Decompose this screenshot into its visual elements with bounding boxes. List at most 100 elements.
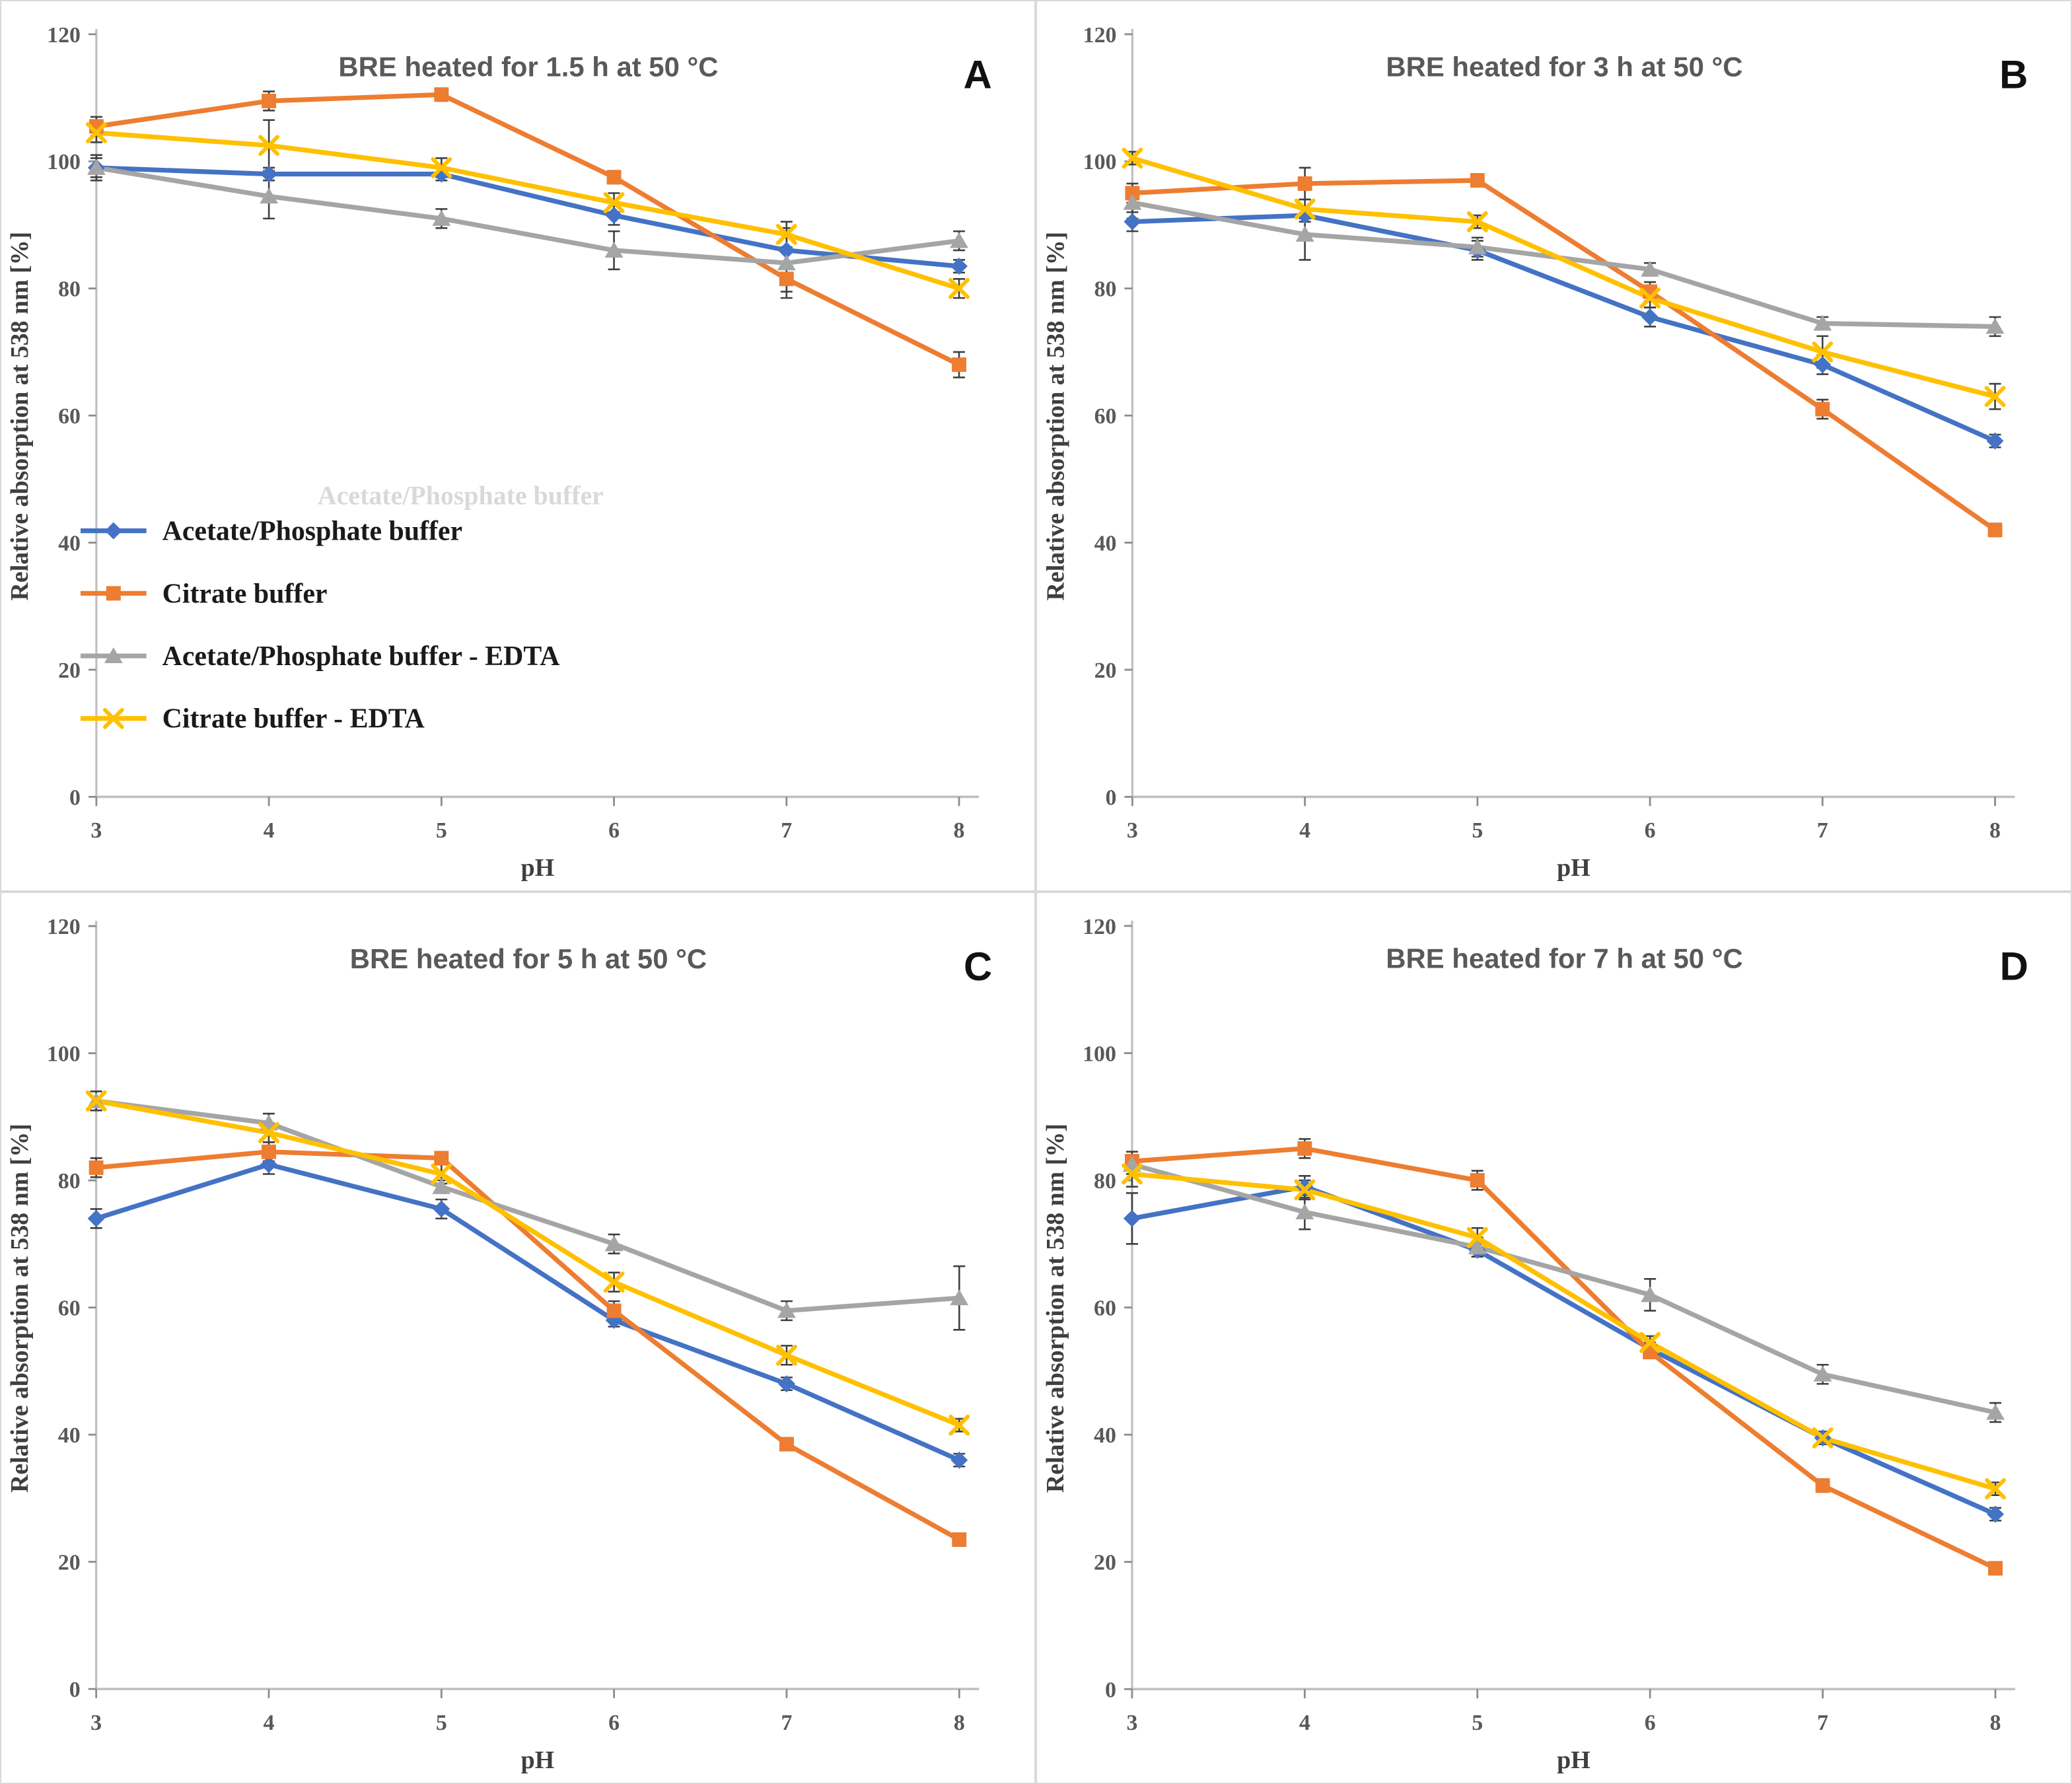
y-tick-label: 60	[1094, 404, 1117, 429]
y-axis-title: Relative absorption at 538 nm [%]	[6, 1124, 34, 1493]
series-marker-x	[1812, 341, 1834, 363]
y-tick-label: 120	[47, 915, 81, 939]
x-tick-label: 6	[608, 818, 620, 843]
x-tick-label: 3	[90, 1711, 102, 1735]
panel-letter: C	[964, 945, 992, 989]
x-tick-label: 5	[1472, 818, 1483, 843]
panel-title: BRE heated for 3 h at 50 °C	[1386, 52, 1742, 83]
panel-title: BRE heated for 1.5 h at 50 °C	[338, 52, 718, 83]
series-marker-triangle	[87, 159, 106, 175]
series-marker-square	[779, 271, 794, 287]
series-line	[1131, 1162, 1996, 1415]
series-marker-x	[603, 192, 625, 213]
x-tick-label: 3	[1127, 818, 1138, 843]
series-marker-triangle	[1295, 1203, 1314, 1220]
y-tick-label: 100	[1083, 150, 1117, 174]
y-tick-label: 40	[1094, 532, 1117, 556]
legend-item: Acetate/Phosphate buffer - EDTA	[80, 641, 559, 672]
y-tick-label: 20	[1094, 1551, 1116, 1575]
series-marker-diamond	[1296, 207, 1314, 225]
series-marker-triangle	[432, 209, 451, 226]
x-axis-title: pH	[521, 1746, 555, 1774]
series-marker-square	[1470, 1173, 1485, 1188]
series-marker-x	[948, 277, 970, 299]
series-marker-square	[1125, 186, 1140, 201]
y-tick-label: 0	[1105, 1678, 1116, 1702]
series-marker-x	[85, 1090, 107, 1112]
y-tick-label: 60	[58, 1297, 81, 1321]
series-marker-triangle	[604, 1235, 624, 1252]
x-tick-label: 3	[1126, 1711, 1137, 1735]
series-line	[96, 130, 960, 291]
series-line	[96, 165, 960, 266]
series-marker-x	[102, 707, 124, 729]
series-marker-diamond	[605, 207, 623, 225]
y-tick-label: 120	[47, 23, 81, 48]
series-marker-diamond	[1296, 1178, 1314, 1195]
legend-item: Citrate buffer	[80, 579, 328, 609]
y-tick-label: 100	[47, 150, 81, 174]
y-tick-label: 120	[1083, 23, 1117, 48]
panel-b-chart: BRE heated for 3 h at 50 °C B 0 20 40 60 80 100…	[1042, 23, 2028, 882]
series-marker-diamond	[104, 522, 122, 540]
series-marker-square	[1297, 1141, 1312, 1156]
series-marker-x	[1121, 1163, 1143, 1185]
series-marker-triangle	[777, 1302, 796, 1318]
series-marker-x	[431, 157, 452, 178]
panel-a-chart: BRE heated for 1.5 h at 50 °C A 0 20 40 60 80 1…	[6, 23, 992, 882]
y-tick-label: 20	[58, 1551, 81, 1575]
panel-letter: D	[2000, 945, 2028, 989]
series-marker-triangle	[950, 232, 968, 248]
y-tick-label: 80	[1094, 277, 1117, 302]
legend: Acetate/Phosphate buffer Acetate/Phosphat…	[80, 481, 604, 734]
series-marker-square	[261, 1144, 276, 1159]
panel-d-chart: BRE heated for 7 h at 50 °C D 0 20 40 60 80 100…	[1042, 915, 2028, 1774]
panel-letter: A	[964, 53, 992, 97]
x-tick-label: 7	[1817, 818, 1828, 843]
x-tick-label: 5	[1472, 1711, 1483, 1735]
y-tick-label: 100	[1083, 1042, 1116, 1066]
series-marker-square	[434, 87, 449, 102]
x-tick-label: 8	[954, 818, 965, 843]
series-line	[1131, 156, 1996, 399]
series-marker-x	[431, 1163, 452, 1185]
series-marker-triangle	[1295, 225, 1314, 242]
series-marker-diamond	[950, 258, 968, 275]
x-tick-label: 7	[781, 818, 792, 843]
series-marker-diamond	[950, 1451, 968, 1469]
legend-label: Citrate buffer	[162, 579, 328, 609]
series-marker-x	[1639, 287, 1661, 309]
series-line	[96, 1098, 960, 1314]
series-marker-triangle	[1123, 194, 1142, 210]
x-tick-label: 7	[781, 1711, 792, 1735]
x-axis-title: pH	[1557, 1746, 1590, 1774]
series-marker-triangle	[604, 242, 624, 258]
series-marker-triangle	[1641, 260, 1660, 277]
x-tick-label: 8	[1990, 1711, 2001, 1735]
x-tick-label: 6	[1645, 1711, 1656, 1735]
x-tick-label: 6	[608, 1711, 620, 1735]
series-marker-square	[952, 357, 966, 373]
y-tick-label: 40	[58, 532, 81, 556]
series-marker-square	[1815, 402, 1830, 417]
series-marker-triangle	[432, 1178, 451, 1194]
series-line	[96, 92, 960, 367]
series-line	[1132, 178, 1997, 532]
panel-a: BRE heated for 1.5 h at 50 °C A 0 20 40 60 80 1…	[0, 0, 1036, 892]
x-tick-label: 3	[90, 818, 102, 843]
series-marker-diamond	[1124, 213, 1141, 231]
series-marker-x	[1812, 1427, 1834, 1448]
series-marker-triangle	[1813, 1365, 1832, 1382]
y-tick-label: 20	[58, 659, 81, 683]
series-marker-x	[1985, 1478, 2006, 1499]
x-tick-label: 5	[436, 818, 447, 843]
legend-label: Citrate buffer - EDTA	[162, 704, 425, 734]
series-line	[95, 1162, 960, 1462]
panel-c: BRE heated for 5 h at 50 °C C 0 20 40 60 80 100…	[0, 892, 1036, 1784]
series-marker-diamond	[1814, 356, 1832, 374]
series-marker-square	[606, 170, 622, 185]
series-marker-triangle	[104, 647, 123, 664]
series-marker-x	[1466, 211, 1488, 232]
series-marker-square	[1470, 173, 1485, 188]
series-marker-triangle	[1468, 238, 1487, 255]
